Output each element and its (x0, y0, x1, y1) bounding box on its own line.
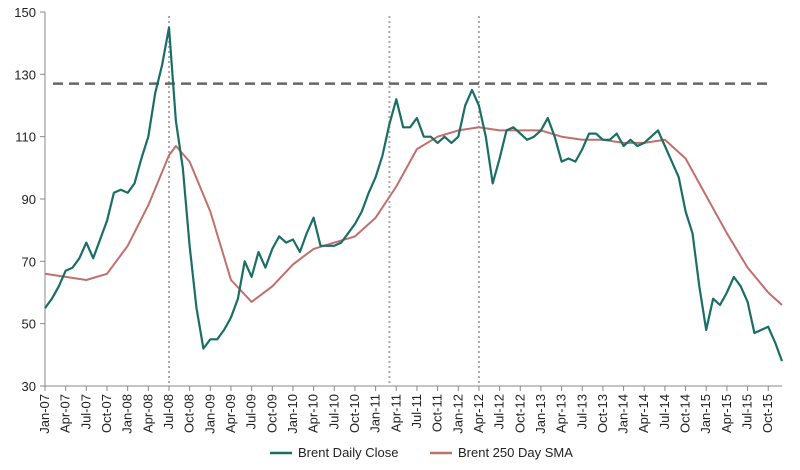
x-tick-label: Oct-11 (430, 394, 445, 432)
x-tick-label: Jan-09 (202, 394, 217, 434)
x-tick-label: Oct-07 (99, 394, 114, 433)
legend-item-close-label: Brent Daily Close (298, 445, 398, 460)
x-tick-label: Jul-12 (492, 394, 507, 429)
y-tick-label: 130 (14, 67, 36, 82)
x-tick-label: Jan-14 (616, 394, 631, 434)
x-tick-label: Apr-08 (140, 394, 155, 433)
x-tick-label: Apr-12 (471, 394, 486, 433)
x-tick-label: Jan-08 (120, 394, 135, 434)
brent-sma-line (44, 126, 783, 306)
x-tick-label: Apr-15 (719, 394, 734, 433)
x-tick-label: Jan-13 (533, 394, 548, 434)
x-tick-label: Jul-08 (161, 394, 176, 429)
x-tick-label: Apr-13 (554, 394, 569, 433)
legend-item-sma-label: Brent 250 Day SMA (458, 445, 573, 460)
x-tick-label: Jul-11 (409, 394, 424, 428)
y-tick-label: 90 (22, 192, 36, 207)
x-tick-label: Jan-12 (450, 394, 465, 434)
y-tick-label: 70 (22, 254, 36, 269)
x-tick-label: Jul-09 (244, 394, 259, 429)
y-tick-label: 50 (22, 317, 36, 332)
x-tick-label: Jan-10 (285, 394, 300, 434)
x-tick-label: Oct-14 (678, 394, 693, 433)
x-tick-label: Apr-14 (636, 394, 651, 433)
x-tick-label: Apr-10 (306, 394, 321, 433)
x-tick-label: Oct-08 (182, 394, 197, 433)
x-tick-label: Oct-09 (264, 394, 279, 433)
x-tick-label: Jul-13 (574, 394, 589, 429)
x-tick-label: Jul-15 (740, 394, 755, 429)
y-tick-label: 30 (22, 379, 36, 394)
x-tick-label: Oct-10 (347, 394, 362, 433)
x-tick-label: Jul-10 (326, 394, 341, 429)
x-tick-label: Apr-07 (58, 394, 73, 433)
x-tick-label: Oct-15 (760, 394, 775, 433)
y-tick-label: 110 (15, 130, 36, 145)
x-tick-label: Jan-11 (368, 394, 383, 433)
x-tick-label: Oct-13 (595, 394, 610, 433)
x-tick-label: Jul-14 (657, 394, 672, 429)
y-tick-label: 150 (14, 5, 36, 20)
x-tick-label: Apr-09 (223, 394, 238, 433)
x-tick-label: Jul-07 (78, 394, 93, 429)
x-tick-label: Jan-15 (698, 394, 713, 434)
x-tick-label: Jan-07 (37, 394, 52, 434)
x-tick-label: Oct-12 (512, 394, 527, 433)
brent-daily-close-line (44, 26, 784, 362)
x-tick-label: Apr-11 (388, 394, 403, 432)
